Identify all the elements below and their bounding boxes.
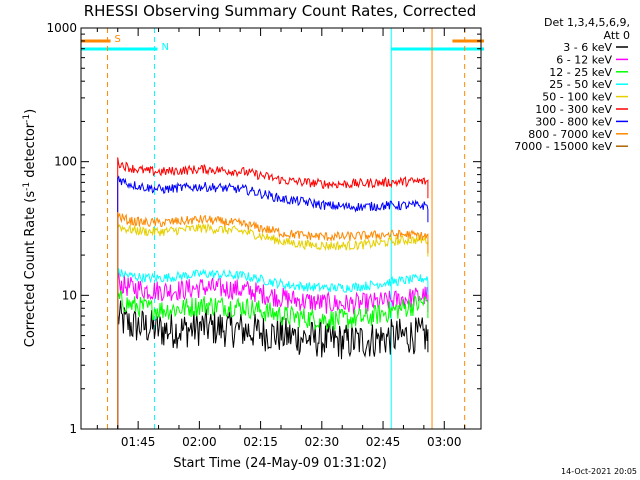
x-tick-label: 02:00 — [182, 435, 217, 449]
y-tick-label: 10 — [62, 288, 77, 302]
legend-label: 3 - 6 keV — [563, 41, 612, 54]
series-line — [117, 175, 429, 429]
y-axis-label-main: Corrected Count Rate (s — [23, 191, 38, 348]
top-status-bars: SN — [81, 34, 484, 53]
series-line — [117, 157, 429, 429]
y-axis-label-mid: detector — [23, 122, 38, 182]
vertical-markers — [107, 28, 466, 429]
legend-label: 50 - 100 keV — [542, 91, 612, 104]
y-axis: 1 10 100 1000 — [46, 21, 481, 436]
footer-timestamp: 14-Oct-2021 20:05 — [561, 467, 637, 476]
legend-label: 7000 - 15000 keV — [514, 140, 612, 153]
x-tick-label: 02:45 — [366, 435, 401, 449]
x-tick-label: 02:30 — [305, 435, 340, 449]
x-tick-label: 01:45 — [121, 435, 156, 449]
series-line — [117, 211, 429, 429]
status-bar-label: S — [115, 34, 121, 45]
legend-label: 25 - 50 keV — [549, 78, 612, 91]
y-axis-label: Corrected Count Rate (s-1 detector-1) — [22, 109, 38, 347]
chart-title: RHESSI Observing Summary Count Rates, Co… — [84, 2, 477, 20]
series-line — [117, 272, 429, 429]
series-line — [117, 300, 429, 429]
series-line — [117, 268, 429, 429]
legend-label: 800 - 7000 keV — [528, 128, 612, 141]
legend-label: 100 - 300 keV — [535, 103, 612, 116]
legend-label: 12 - 25 keV — [549, 66, 612, 79]
x-axis-label: Start Time (24-May-09 01:31:02) — [173, 456, 387, 471]
y-axis-label-sup: -1 — [22, 182, 32, 191]
legend-header-line-1: Det 1,3,4,5,6,9, — [544, 16, 630, 29]
legend-label: 6 - 12 keV — [556, 53, 612, 66]
status-bar-label: N — [161, 42, 168, 53]
y-tick-label: 100 — [54, 155, 77, 169]
x-tick-label: 03:00 — [427, 435, 462, 449]
x-axis: 01:45 02:00 02:15 02:30 02:45 03:00 — [96, 28, 466, 449]
x-tick-label: 02:15 — [243, 435, 278, 449]
y-tick-label: 1 — [69, 422, 77, 436]
y-axis-label-end: ) — [23, 109, 38, 114]
legend-header-line-2: Att 0 — [604, 29, 630, 42]
series-line — [117, 290, 429, 429]
legend-label: 300 - 800 keV — [535, 115, 612, 128]
series-layer — [117, 157, 429, 429]
y-axis-label-sup2: -1 — [22, 114, 32, 123]
y-tick-label: 1000 — [46, 21, 77, 35]
series-line — [117, 222, 429, 429]
